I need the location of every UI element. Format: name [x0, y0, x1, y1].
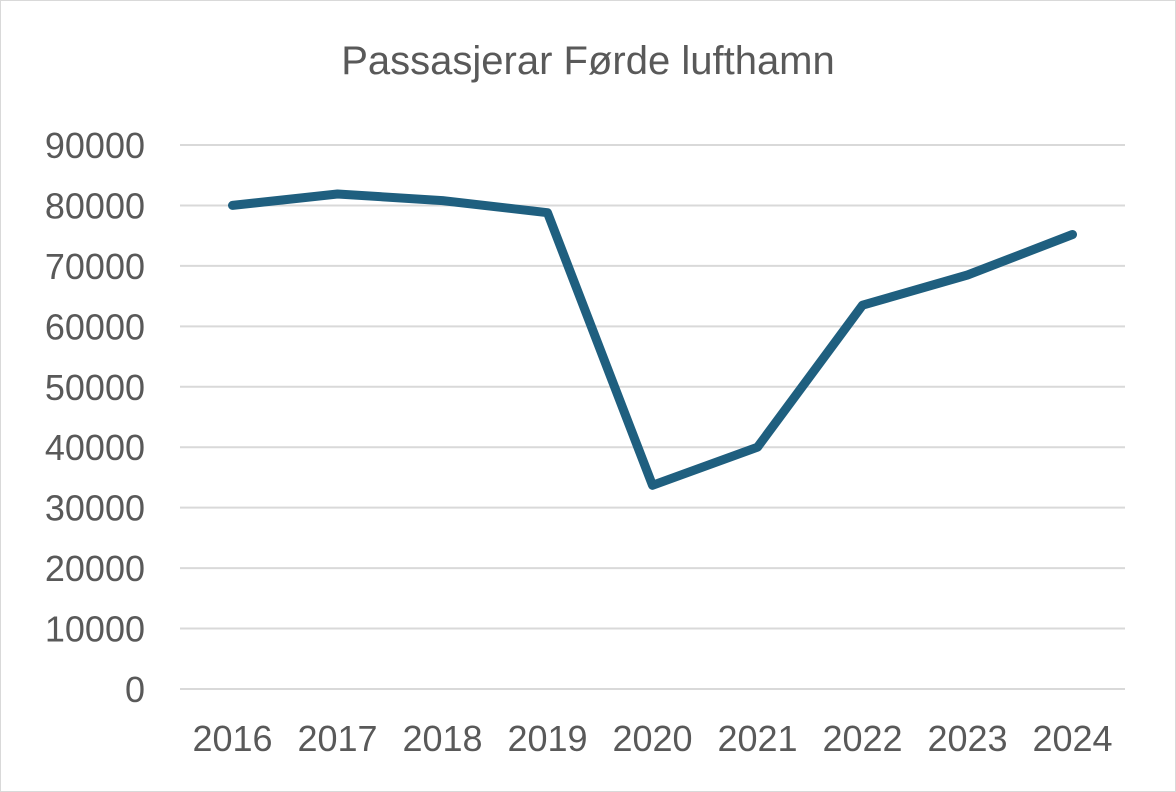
chart-title: Passasjerar Førde lufthamn: [341, 39, 835, 83]
series-group: [228, 189, 1077, 490]
y-tick-label: 30000: [45, 488, 145, 529]
x-tick-label: 2023: [927, 718, 1007, 759]
gridlines: [180, 144, 1125, 690]
y-tick-label: 80000: [45, 185, 145, 226]
y-axis-ticks: 0 10000 20000 30000 40000 50000 60000 70000 8000…: [45, 125, 145, 710]
x-axis-ticks: 2016 2017 2018 2019 2020 2021 2022 2023 2024: [192, 718, 1112, 759]
x-tick-label: 2016: [192, 718, 272, 759]
x-tick-label: 2021: [717, 718, 797, 759]
y-tick-label: 70000: [45, 246, 145, 287]
y-tick-label: 50000: [45, 367, 145, 408]
y-tick-label: 40000: [45, 427, 145, 468]
y-tick-label: 20000: [45, 548, 145, 589]
x-tick-label: 2018: [402, 718, 482, 759]
series-line: [228, 189, 1077, 490]
y-tick-label: 10000: [45, 609, 145, 650]
x-tick-label: 2020: [612, 718, 692, 759]
x-tick-label: 2022: [822, 718, 902, 759]
y-tick-label: 60000: [45, 306, 145, 347]
y-tick-label: 90000: [45, 125, 145, 166]
x-tick-label: 2024: [1032, 718, 1112, 759]
x-tick-label: 2019: [507, 718, 587, 759]
y-tick-label: 0: [125, 669, 145, 710]
x-tick-label: 2017: [297, 718, 377, 759]
